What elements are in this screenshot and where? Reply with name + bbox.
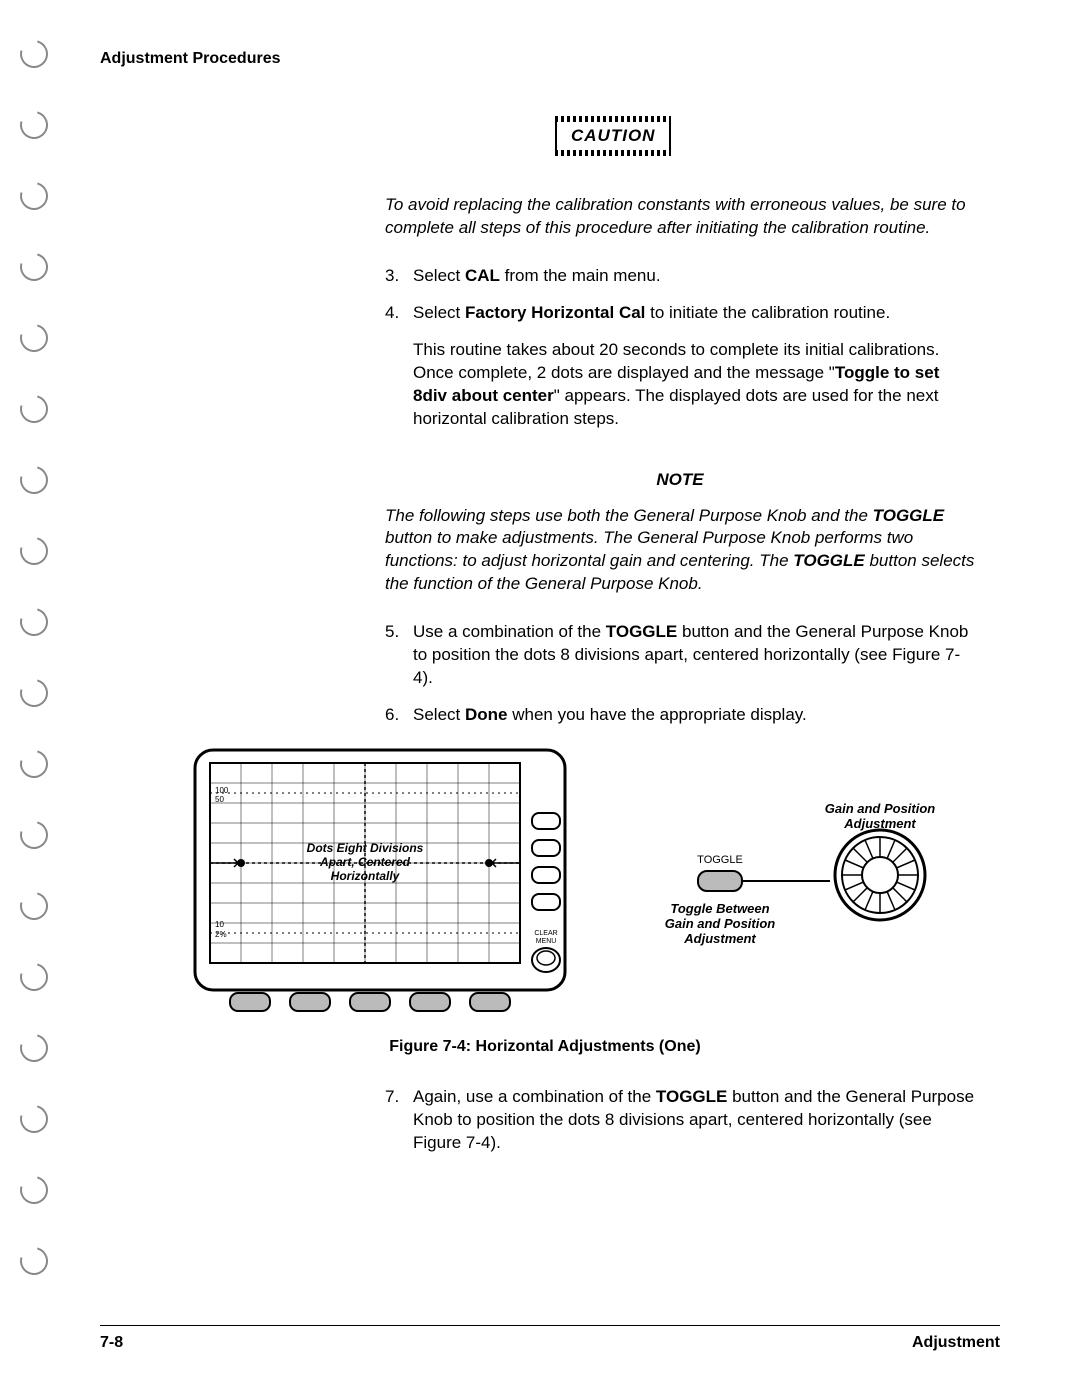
tick-label: 100: [215, 786, 229, 795]
step-text: Again, use a combination of the: [413, 1087, 656, 1106]
toggle-caption: Toggle Between: [670, 901, 769, 916]
content-column: CAUTION To avoid replacing the calibrati…: [385, 118, 975, 727]
page-body: Adjustment Procedures CAUTION To avoid r…: [100, 50, 1000, 1169]
note-heading: NOTE: [385, 470, 975, 490]
step-bold: TOGGLE: [656, 1087, 727, 1106]
step-text: to initiate the calibration routine.: [645, 303, 890, 322]
clear-menu-label: MENU: [536, 938, 557, 945]
toggle-button-icon: [698, 871, 742, 891]
page-number: 7-8: [100, 1334, 123, 1352]
figure-svg: Dots Eight Divisions Apart, Centered Hor…: [190, 745, 960, 1020]
toggle-caption: Adjustment: [683, 931, 756, 946]
step-text: Select: [413, 303, 465, 322]
step-6: 6. Select Done when you have the appropr…: [385, 704, 975, 727]
knob-caption: Gain and Position: [825, 801, 936, 816]
clear-menu-label: CLEAR: [534, 930, 557, 937]
section-name: Adjustment: [912, 1334, 1000, 1352]
screen-label: Horizontally: [331, 869, 401, 883]
page-footer: 7-8 Adjustment: [100, 1325, 1000, 1352]
step-text: from the main menu.: [500, 266, 661, 285]
note-text: The following steps use both the General…: [385, 505, 975, 597]
caution-text: To avoid replacing the calibration const…: [385, 194, 975, 240]
content-column-2: 7. Again, use a combination of the TOGGL…: [385, 1086, 975, 1155]
tick-label: 2%: [215, 930, 227, 939]
step-number: 3.: [385, 265, 413, 288]
step-7: 7. Again, use a combination of the TOGGL…: [385, 1086, 975, 1155]
step-bold: Done: [465, 705, 508, 724]
toggle-caption: Gain and Position: [665, 916, 776, 931]
step-number: 5.: [385, 621, 413, 690]
tick-label: 50: [215, 795, 224, 804]
step-number: 7.: [385, 1086, 413, 1155]
bottom-buttons: [230, 993, 510, 1011]
screen-label: Dots Eight Divisions: [307, 841, 424, 855]
step-4: 4. Select Factory Horizontal Cal to init…: [385, 302, 975, 445]
step-bold: Factory Horizontal Cal: [465, 303, 645, 322]
tick-label: 10: [215, 920, 224, 929]
step-text: Select: [413, 266, 465, 285]
screen-label: Apart, Centered: [319, 855, 411, 869]
caution-box: CAUTION: [555, 118, 671, 154]
step-bold: TOGGLE: [606, 622, 677, 641]
step-text: when you have the appropriate display.: [507, 705, 806, 724]
toggle-label: TOGGLE: [697, 854, 743, 866]
side-buttons: [532, 813, 560, 910]
step-text: Select: [413, 705, 465, 724]
page-header: Adjustment Procedures: [100, 50, 1000, 68]
binder-rings: [20, 40, 60, 1318]
general-purpose-knob-icon: [835, 830, 925, 920]
figure-caption: Figure 7-4: Horizontal Adjustments (One): [130, 1038, 960, 1056]
step-5: 5. Use a combination of the TOGGLE butto…: [385, 621, 975, 690]
step-number: 6.: [385, 704, 413, 727]
step-bold: CAL: [465, 266, 500, 285]
figure-7-4: Dots Eight Divisions Apart, Centered Hor…: [190, 745, 960, 1056]
step-number: 4.: [385, 302, 413, 445]
step-text: Use a combination of the: [413, 622, 606, 641]
step-3: 3. Select CAL from the main menu.: [385, 265, 975, 288]
